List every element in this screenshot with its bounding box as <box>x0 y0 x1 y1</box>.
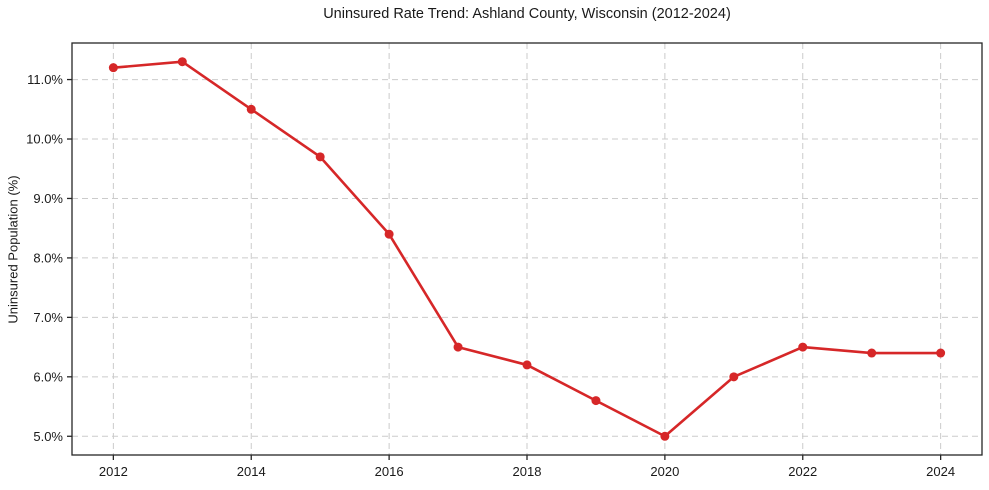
data-point <box>453 342 463 352</box>
x-tick-label: 2016 <box>375 464 404 479</box>
y-tick-label: 6.0% <box>33 369 63 384</box>
data-point <box>522 360 532 370</box>
x-tick-label: 2012 <box>99 464 128 479</box>
data-point <box>798 342 808 352</box>
x-tick-label: 2014 <box>237 464 266 479</box>
data-point <box>867 348 877 358</box>
data-point <box>177 57 187 67</box>
y-tick-label: 8.0% <box>33 250 63 265</box>
data-point <box>591 396 601 406</box>
y-tick-label: 9.0% <box>33 191 63 206</box>
data-point <box>315 152 325 162</box>
y-tick-label: 11.0% <box>27 72 63 87</box>
x-tick-label: 2020 <box>650 464 679 479</box>
data-point <box>246 104 256 114</box>
y-tick-label: 7.0% <box>33 310 63 325</box>
data-point <box>729 372 739 382</box>
x-tick-label: 2024 <box>926 464 955 479</box>
data-point <box>108 63 118 73</box>
y-tick-label: 5.0% <box>33 429 63 444</box>
data-point <box>660 431 670 441</box>
x-tick-label: 2018 <box>513 464 542 479</box>
x-tick-label: 2022 <box>788 464 817 479</box>
data-point <box>384 229 394 239</box>
chart-title: Uninsured Rate Trend: Ashland County, Wi… <box>323 6 731 22</box>
y-tick-label: 10.0% <box>26 132 63 147</box>
data-point <box>936 348 946 358</box>
